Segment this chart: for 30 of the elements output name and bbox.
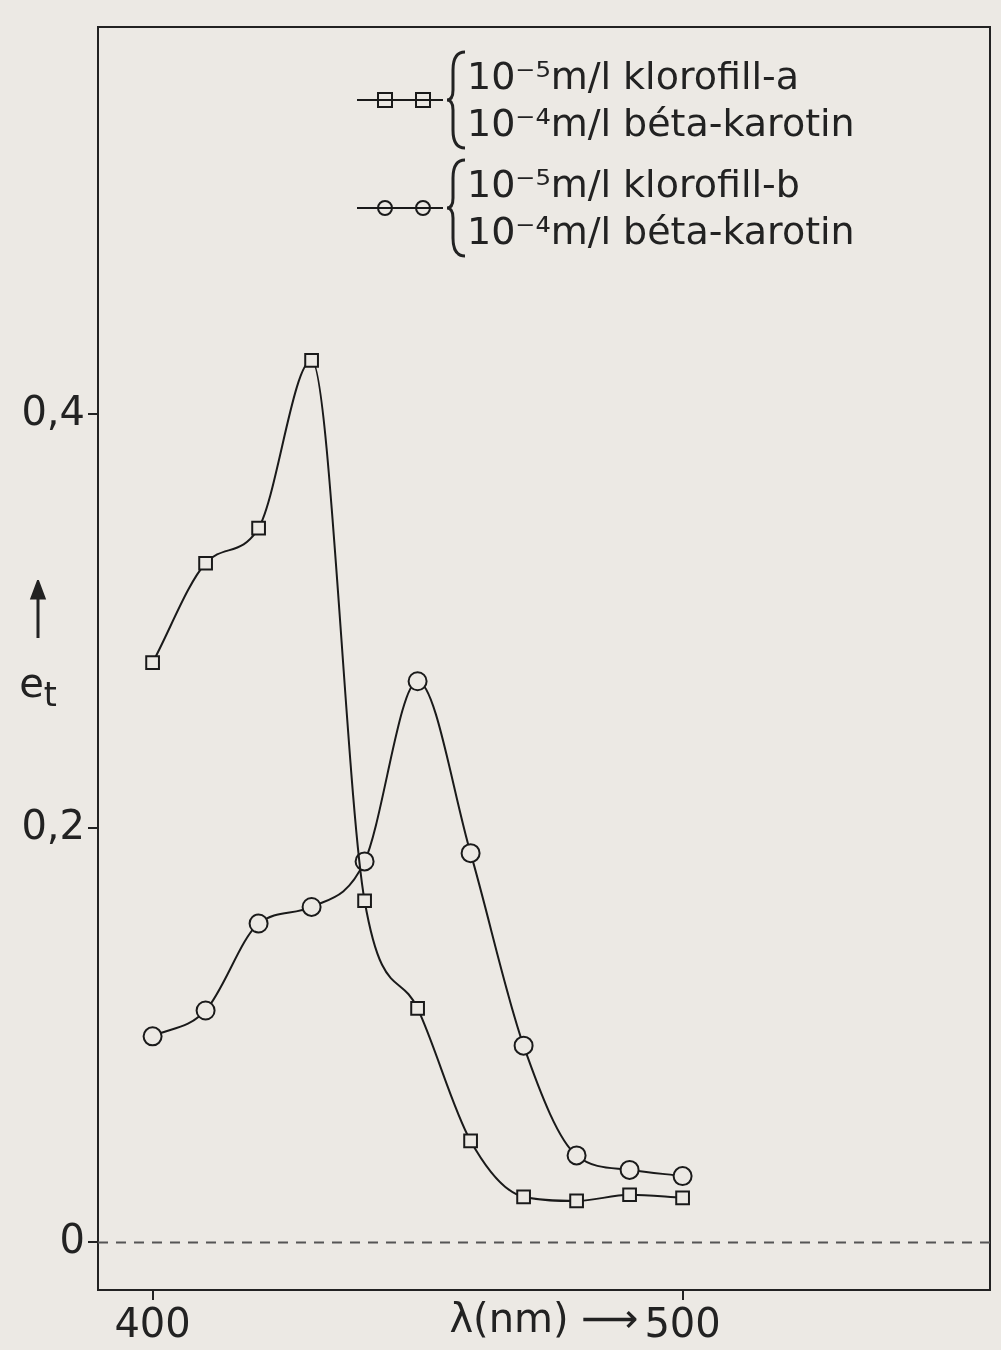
y-tick-label: 0,2 xyxy=(21,801,85,848)
x-tick-label: 500 xyxy=(644,1300,721,1347)
point xyxy=(301,896,322,917)
point xyxy=(513,1035,534,1056)
point xyxy=(407,671,428,692)
point xyxy=(569,1193,584,1209)
y-tick-label: 0,4 xyxy=(21,387,85,434)
x-axis-title: λ(nm) ⟶ xyxy=(449,1295,639,1342)
point xyxy=(145,655,160,671)
point xyxy=(622,1187,637,1203)
point xyxy=(195,1000,216,1021)
point xyxy=(672,1166,693,1187)
point xyxy=(460,843,481,864)
point xyxy=(566,1145,587,1166)
point xyxy=(463,1133,478,1149)
y-tick-label: 0 xyxy=(59,1215,85,1262)
legend-label: 10⁻⁵m/l klorofill-a 10⁻⁴m/l béta-karotin xyxy=(467,52,855,147)
legend-label: 10⁻⁵m/l klorofill-b 10⁻⁴m/l béta-karotin xyxy=(467,160,855,255)
point xyxy=(516,1189,531,1205)
point xyxy=(357,893,372,909)
point xyxy=(198,555,213,571)
x-tick-label: 400 xyxy=(114,1300,191,1347)
point xyxy=(410,1001,425,1016)
point xyxy=(304,352,319,368)
point xyxy=(251,520,266,536)
y-axis-title: e$_{t}$ xyxy=(19,660,57,714)
point xyxy=(248,913,269,934)
point xyxy=(619,1159,640,1180)
point xyxy=(142,1026,163,1047)
point xyxy=(675,1190,690,1206)
